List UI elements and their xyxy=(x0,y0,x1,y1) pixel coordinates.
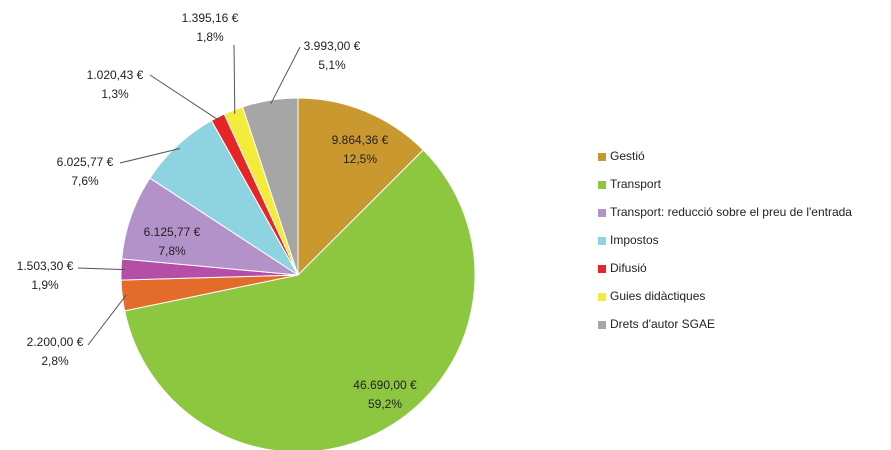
leader-line xyxy=(233,44,236,114)
legend-swatch xyxy=(598,153,606,161)
percentage-label: 1,9% xyxy=(31,278,59,292)
percentage-label: 1,3% xyxy=(101,87,129,101)
percentage-label: 7,8% xyxy=(158,244,186,258)
percentage-label: 2,8% xyxy=(41,354,69,368)
percentage-label: 7,6% xyxy=(71,174,99,188)
percentage-label: 59,2% xyxy=(368,397,402,411)
value-label: 3.993,00 € xyxy=(304,39,361,53)
leader-line xyxy=(270,46,301,105)
percentage-label: 1,8% xyxy=(196,30,224,44)
pie-slice xyxy=(241,97,299,276)
legend-swatch xyxy=(598,265,606,273)
value-label: 6.125,77 € xyxy=(144,225,201,239)
legend-label: Transport: reducció sobre el preu de l'e… xyxy=(610,205,852,219)
value-label: 9.864,36 € xyxy=(332,133,389,147)
legend-swatch xyxy=(598,181,606,189)
percentage-label: 12,5% xyxy=(343,152,377,166)
value-label: 1.503,30 € xyxy=(17,259,74,273)
leader-line xyxy=(87,294,127,346)
leader-line xyxy=(119,148,181,164)
value-label: 1.020,43 € xyxy=(87,68,144,82)
percentage-label: 5,1% xyxy=(318,58,346,72)
value-label: 1.395,16 € xyxy=(182,11,239,25)
value-label: 2.200,00 € xyxy=(27,335,84,349)
leader-line xyxy=(149,74,220,122)
legend-label: Transport xyxy=(610,177,662,191)
legend-label: Difusió xyxy=(610,261,647,275)
value-label: 46.690,00 € xyxy=(353,378,417,392)
pie-slice xyxy=(297,97,424,277)
legend-label: Guies didàctiques xyxy=(610,289,705,303)
value-label: 6.025,77 € xyxy=(57,155,114,169)
legend-label: Drets d'autor SGAE xyxy=(610,317,715,331)
legend-swatch xyxy=(598,321,606,329)
legend-swatch xyxy=(598,209,606,217)
legend-label: Gestió xyxy=(610,149,645,163)
legend-swatch xyxy=(598,237,606,245)
leader-line xyxy=(77,267,126,271)
pie-slice xyxy=(124,149,476,450)
legend-label: Impostos xyxy=(610,233,659,247)
legend-swatch xyxy=(598,293,606,301)
